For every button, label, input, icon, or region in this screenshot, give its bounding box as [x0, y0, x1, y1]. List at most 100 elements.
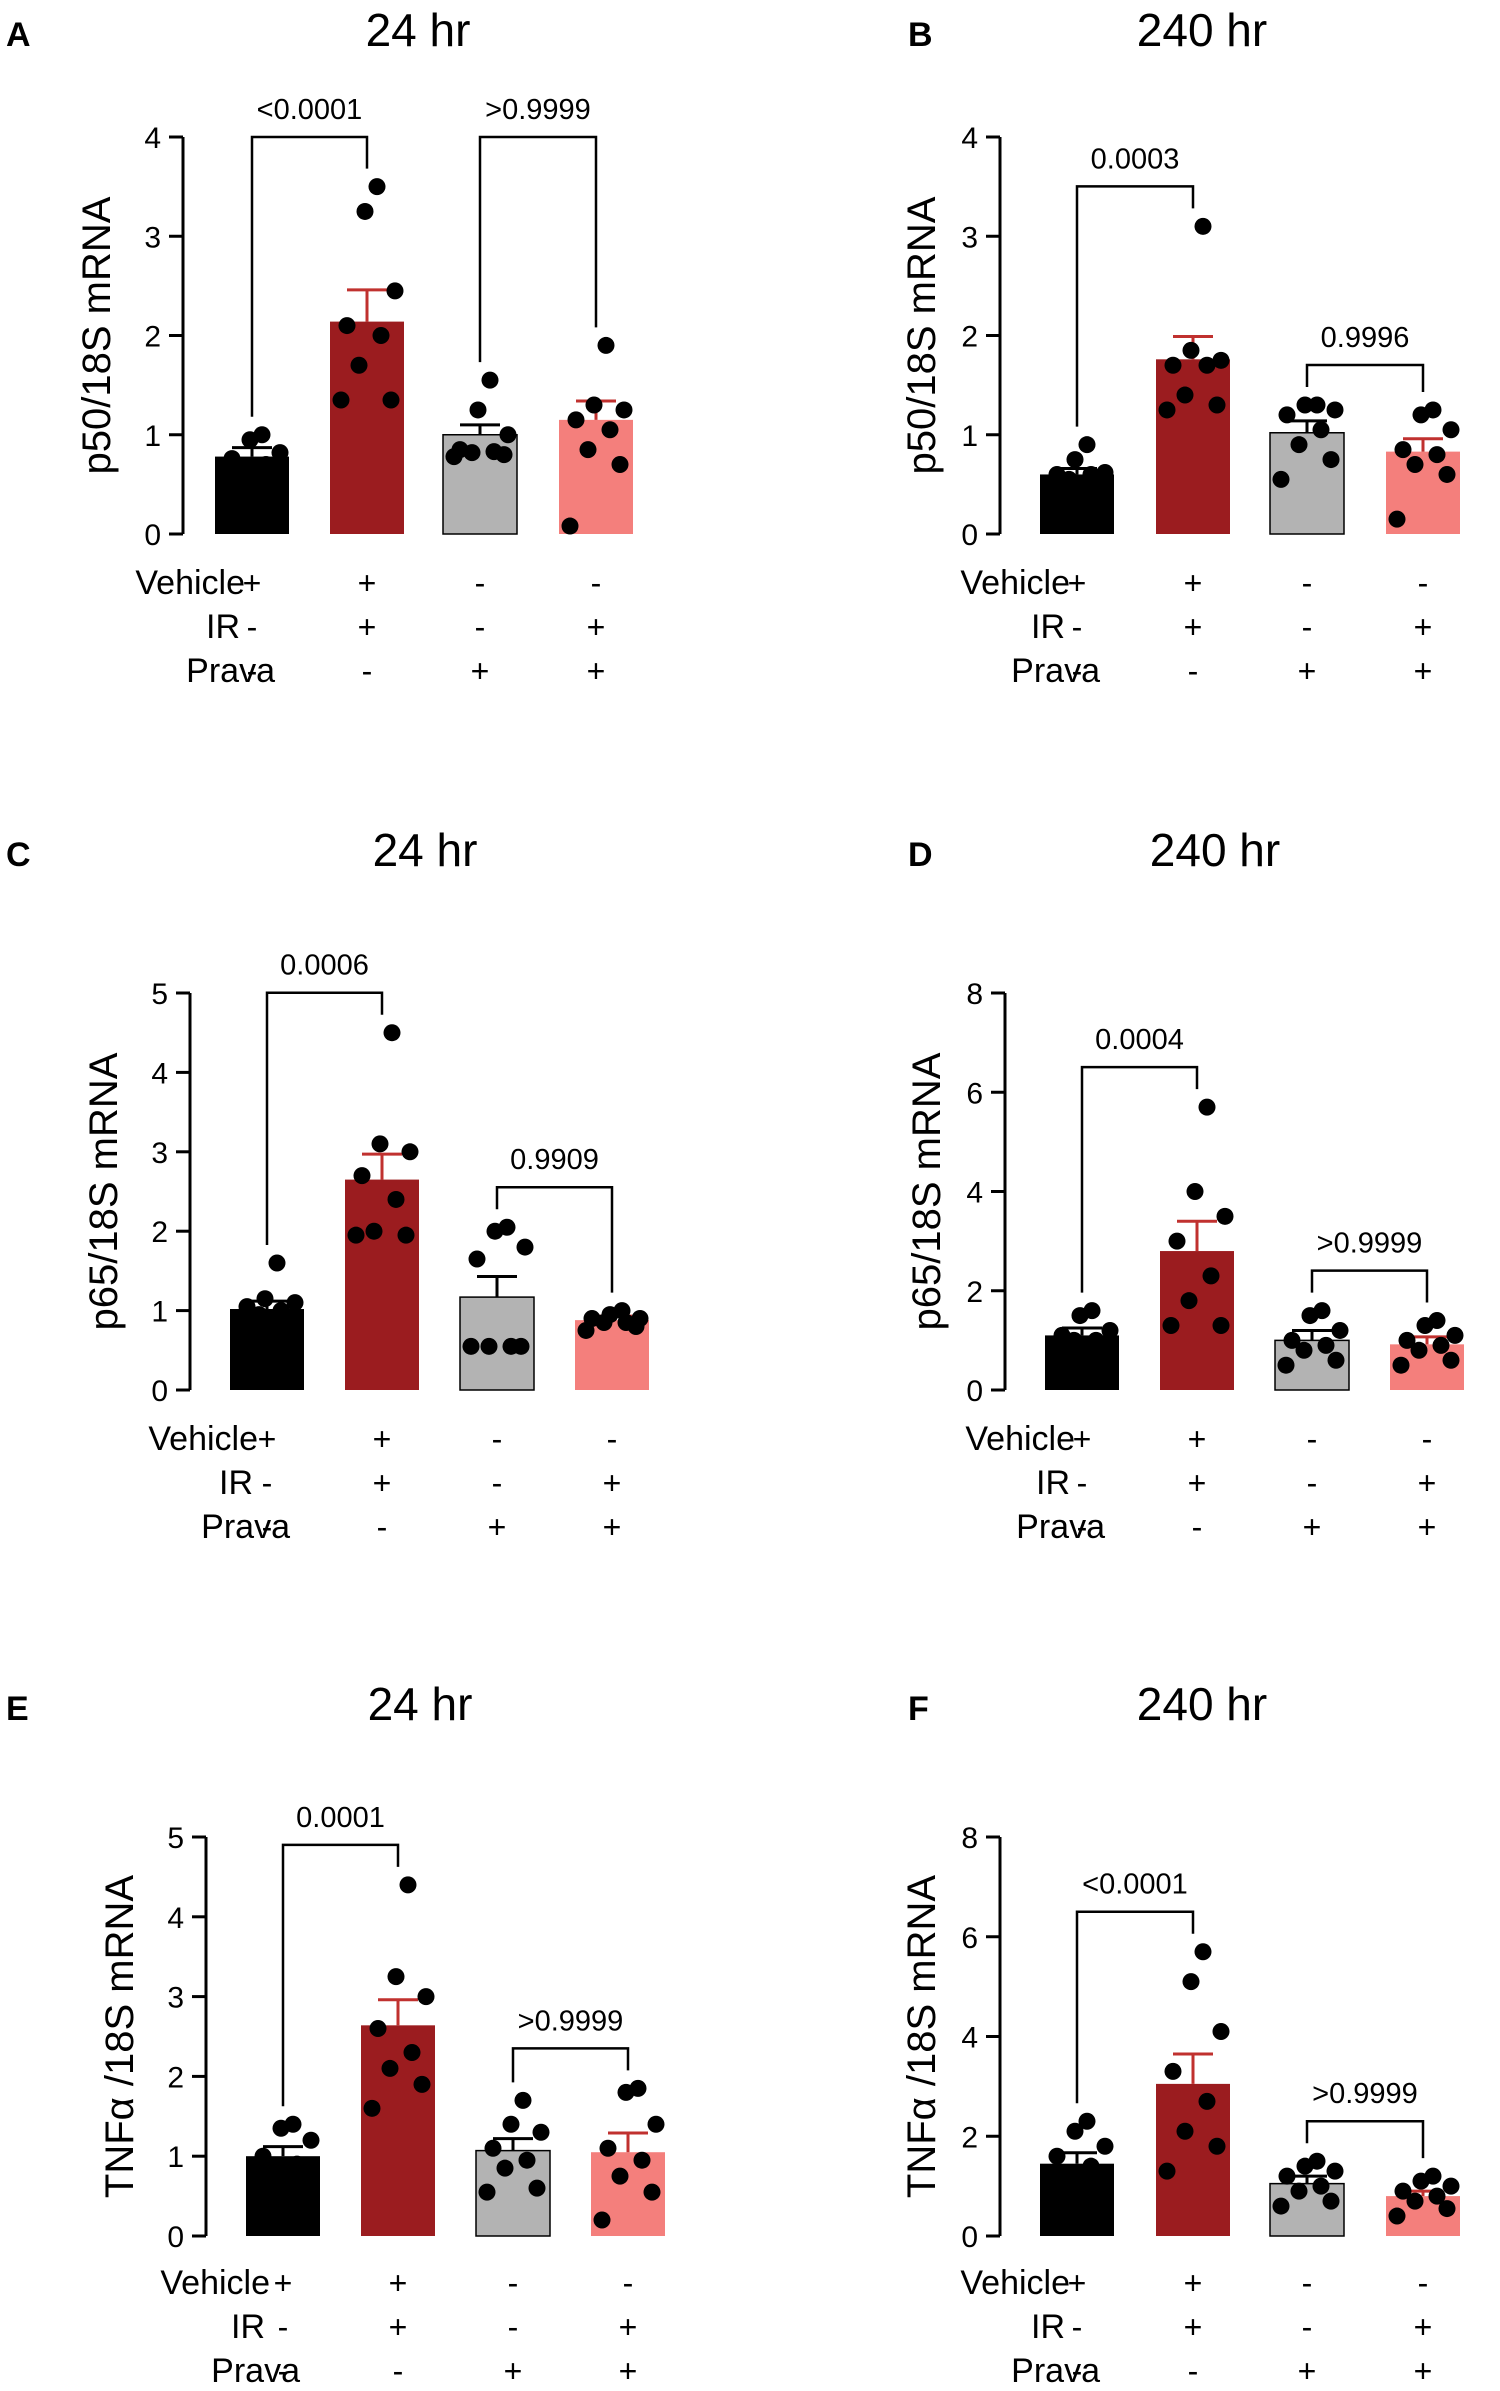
p-value-label: 0.0003 — [1091, 143, 1180, 175]
data-point — [1326, 401, 1344, 419]
data-point — [372, 327, 390, 344]
data-point — [1398, 1331, 1416, 1349]
significance-bracket — [265, 991, 384, 1245]
condition-sign: + — [1418, 1465, 1437, 1501]
condition-sign: - — [1418, 565, 1429, 601]
p-value-label: >0.9999 — [1312, 2078, 1418, 2110]
data-point — [254, 2147, 272, 2165]
condition-label-vehicle: Vehicle — [148, 1420, 258, 1458]
data-point — [403, 2043, 421, 2061]
data-point — [502, 1337, 520, 1355]
condition-label-prava: Prava — [211, 2352, 300, 2390]
data-point — [1180, 1292, 1198, 1310]
condition-sign: - — [247, 653, 258, 689]
data-point — [256, 1290, 274, 1308]
condition-sign: + — [603, 1465, 622, 1501]
data-point — [579, 441, 597, 459]
data-point — [1438, 2200, 1456, 2218]
data-point — [1182, 341, 1200, 359]
y-tick-label: 4 — [961, 2022, 978, 2055]
panel-letter: E — [6, 1690, 29, 1728]
significance-bracket — [281, 1843, 400, 2107]
condition-sign: - — [475, 565, 486, 601]
condition-sign: - — [247, 609, 258, 645]
y-tick-label: 3 — [144, 221, 161, 254]
condition-sign: + — [1298, 653, 1317, 689]
data-point — [1388, 2207, 1406, 2225]
data-point — [601, 421, 619, 439]
condition-sign: + — [274, 2265, 293, 2301]
condition-sign: + — [1184, 2309, 1203, 2345]
condition-sign: + — [488, 1509, 507, 1545]
data-point — [369, 2020, 387, 2038]
data-point — [1442, 421, 1460, 439]
chart-title: 24 hr — [373, 824, 478, 876]
data-point — [1053, 1326, 1071, 1344]
data-point — [382, 391, 400, 409]
data-point — [567, 411, 585, 429]
condition-sign: + — [1188, 1465, 1207, 1501]
condition-sign: - — [1077, 1465, 1088, 1501]
data-point — [1428, 1312, 1446, 1330]
data-point — [387, 1968, 405, 1986]
data-point — [1176, 386, 1194, 404]
data-point — [368, 178, 386, 196]
y-tick-label: 6 — [966, 1077, 983, 1110]
data-point — [1066, 2122, 1084, 2140]
condition-sign: - — [492, 1465, 503, 1501]
y-tick-label: 1 — [961, 420, 978, 453]
data-point — [272, 1302, 290, 1320]
condition-sign: - — [278, 2309, 289, 2345]
p-value-label: 0.9996 — [1321, 322, 1410, 354]
data-point — [499, 426, 517, 444]
data-point — [528, 2179, 546, 2197]
data-point — [496, 2159, 514, 2177]
condition-sign: - — [1302, 2309, 1313, 2345]
data-point — [381, 2059, 399, 2077]
data-point — [1308, 2152, 1326, 2170]
data-point — [399, 1876, 417, 1894]
y-tick-label: 0 — [167, 2221, 184, 2254]
data-point — [599, 2139, 617, 2157]
y-tick-label: 4 — [966, 1177, 983, 1210]
data-point — [1101, 1321, 1119, 1339]
data-point — [401, 1143, 419, 1161]
data-point — [1082, 465, 1100, 483]
y-tick-label: 0 — [151, 1375, 168, 1408]
data-point — [532, 2123, 550, 2141]
data-point — [611, 2167, 629, 2185]
y-tick-label: 2 — [961, 321, 978, 354]
condition-sign: - — [508, 2265, 519, 2301]
condition-label-vehicle: Vehicle — [960, 564, 1070, 602]
data-point — [498, 1218, 516, 1236]
y-tick-label: 4 — [151, 1057, 168, 1090]
data-point — [217, 470, 235, 488]
data-point — [1406, 2192, 1424, 2210]
data-point — [338, 317, 356, 335]
condition-sign: - — [262, 1509, 273, 1545]
data-point — [502, 2115, 520, 2133]
condition-sign: + — [1303, 1509, 1322, 1545]
condition-sign: + — [587, 609, 606, 645]
data-point — [516, 1238, 534, 1256]
chart-title: 24 hr — [368, 1678, 473, 1730]
data-point — [1078, 436, 1096, 454]
condition-sign: - — [393, 2353, 404, 2389]
data-point — [1182, 1973, 1200, 1991]
data-point — [451, 441, 469, 459]
condition-sign: + — [373, 1421, 392, 1457]
y-tick-label: 4 — [961, 122, 978, 155]
data-point — [1295, 1341, 1313, 1359]
p-value-label: >0.9999 — [485, 94, 591, 126]
condition-sign: - — [623, 2265, 634, 2301]
data-point — [1194, 217, 1212, 235]
data-point — [585, 396, 603, 414]
y-axis-label: p65/18S mRNA — [82, 1052, 126, 1330]
condition-sign: - — [1188, 2353, 1199, 2389]
condition-sign: + — [1418, 1509, 1437, 1545]
chart-title: 240 hr — [1137, 4, 1267, 56]
data-point — [1060, 2167, 1078, 2185]
condition-sign: + — [1298, 2353, 1317, 2389]
condition-label-vehicle: Vehicle — [135, 564, 245, 602]
y-tick-label: 8 — [966, 978, 983, 1011]
